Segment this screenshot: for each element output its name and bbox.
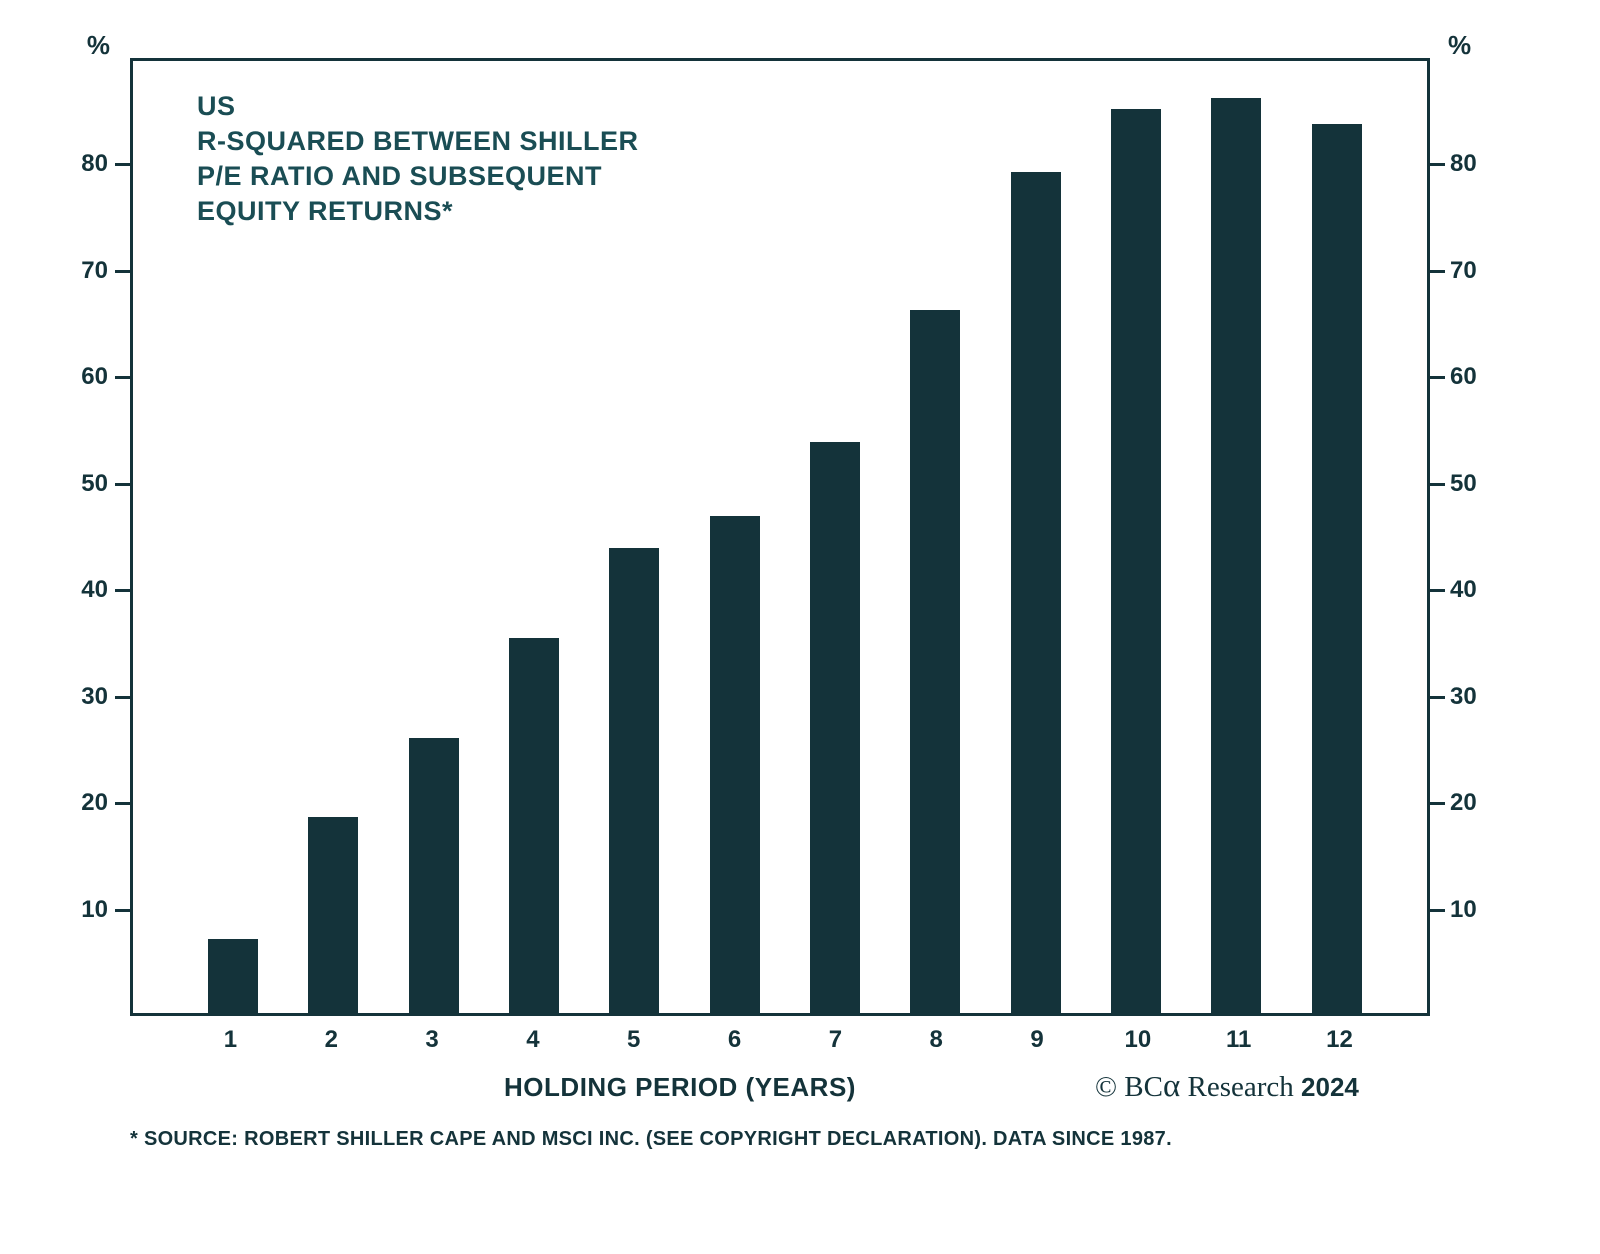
y-tick-mark-right (1430, 695, 1445, 699)
bar-slot (1287, 61, 1387, 1013)
y-tick-label-left: 70 (81, 256, 108, 284)
x-tick-label: 6 (727, 1026, 742, 1053)
y-tick-label-left: 80 (81, 150, 108, 178)
copyright-text: Research (1180, 1071, 1302, 1103)
bar-holding-period-8 (910, 309, 961, 1013)
y-axis-unit-left: % (86, 30, 110, 60)
y-tick-label-right: 30 (1450, 682, 1477, 710)
y-tick-mark-right (1430, 589, 1445, 593)
x-tick-label: 3 (425, 1026, 439, 1053)
y-tick-label-right: 10 (1450, 895, 1477, 923)
bar-holding-period-11 (1211, 98, 1262, 1013)
bar-slot (785, 61, 885, 1013)
x-tick-label: 1 (223, 1026, 238, 1053)
x-tick-label: 5 (627, 1026, 641, 1053)
brand-alpha-glyph: α (1162, 1068, 1181, 1104)
bar-slot (1186, 61, 1286, 1013)
chart-title-line: US (197, 91, 236, 121)
y-tick-label-right: 20 (1450, 789, 1477, 817)
x-labels-row: 1 2 3 4 5 6 7 8 9 10 11 12 (130, 1026, 1430, 1054)
y-tick-label-left: 60 (81, 363, 108, 391)
y-tick-mark-right (1430, 163, 1445, 167)
chart-title: US R-SQUARED BETWEEN SHILLER P/E RATIO A… (197, 89, 639, 229)
bar-holding-period-12 (1311, 124, 1362, 1013)
bar-holding-period-7 (810, 441, 861, 1013)
bar-slot (584, 61, 684, 1013)
y-tick-label-left: 20 (81, 789, 108, 817)
y-tick-mark-left (115, 589, 130, 593)
y-tick-mark-left (115, 802, 130, 806)
y-tick-mark-right (1430, 269, 1445, 273)
bar-holding-period-4 (509, 637, 560, 1013)
x-tick-label: 2 (324, 1026, 338, 1053)
y-tick-mark-left (115, 163, 130, 167)
y-tick-label-right: 50 (1450, 469, 1477, 497)
y-tick-label-left: 40 (81, 576, 108, 604)
bar-slot (885, 61, 985, 1013)
y-tick-label-left: 50 (81, 469, 108, 497)
bar-holding-period-5 (609, 547, 660, 1013)
y-tick-mark-right (1430, 376, 1445, 380)
y-tick-label-right: 80 (1450, 150, 1477, 178)
plot-area: US R-SQUARED BETWEEN SHILLER P/E RATIO A… (130, 58, 1430, 1016)
y-tick-label-right: 40 (1450, 576, 1477, 604)
x-tick-label: 12 (1326, 1026, 1353, 1053)
copyright-prefix: © BC (1095, 1071, 1163, 1103)
y-tick-mark-left (115, 908, 130, 912)
bar-slot (1086, 61, 1186, 1013)
x-tick-label: 11 (1226, 1026, 1252, 1053)
y-tick-mark-left (115, 376, 130, 380)
bar-holding-period-10 (1111, 108, 1162, 1013)
x-tick-label: 4 (526, 1026, 540, 1053)
copyright: © BCα Research 2024 (1095, 1068, 1359, 1105)
bar-holding-period-3 (408, 737, 459, 1013)
bar-slot (484, 61, 584, 1013)
chart-title-line: P/E RATIO AND SUBSEQUENT (197, 161, 603, 191)
x-tick-label: 9 (1030, 1026, 1044, 1053)
x-tick-label: 8 (929, 1026, 943, 1053)
y-tick-mark-left (115, 482, 130, 486)
y-tick-mark-left (115, 269, 130, 273)
copyright-year: 2024 (1301, 1072, 1359, 1102)
bar-holding-period-1 (208, 938, 259, 1013)
bar-holding-period-6 (709, 515, 760, 1013)
y-tick-label-left: 10 (81, 895, 108, 923)
bar-slot (384, 61, 484, 1013)
y-tick-label-right: 70 (1450, 256, 1477, 284)
bar-slot (986, 61, 1086, 1013)
bar-slot (283, 61, 383, 1013)
bar-holding-period-2 (308, 817, 359, 1013)
bar-slot (183, 61, 283, 1013)
chart-title-line: EQUITY RETURNS* (197, 196, 454, 226)
bar-slot (685, 61, 785, 1013)
x-tick-label: 10 (1124, 1026, 1152, 1053)
y-tick-mark-right (1430, 908, 1445, 912)
bar-holding-period-9 (1010, 172, 1061, 1013)
x-tick-label: 7 (828, 1026, 843, 1053)
x-axis-title: HOLDING PERIOD (YEARS) (504, 1072, 856, 1102)
y-tick-label-left: 30 (81, 682, 108, 710)
y-tick-mark-left (115, 695, 130, 699)
y-tick-mark-right (1430, 482, 1445, 486)
y-axis-unit-right: % (1448, 30, 1472, 60)
chart-title-line: R-SQUARED BETWEEN SHILLER (197, 126, 639, 156)
y-tick-mark-right (1430, 802, 1445, 806)
y-tick-label-right: 60 (1450, 363, 1477, 391)
bars-row (133, 61, 1427, 1013)
source-footnote: * SOURCE: ROBERT SHILLER CAPE AND MSCI I… (130, 1128, 1172, 1150)
